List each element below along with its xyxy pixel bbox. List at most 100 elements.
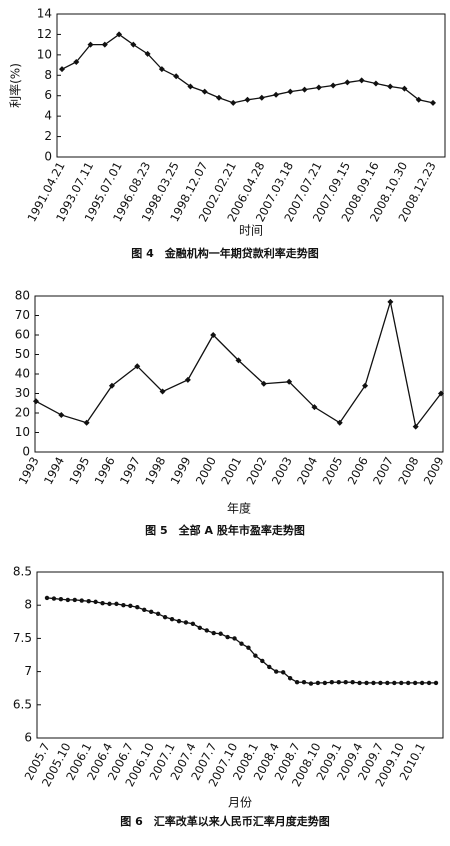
- x-tick-label: 2006: [345, 454, 371, 486]
- y-tick-label: 8: [24, 598, 32, 612]
- plot-frame: [34, 295, 444, 453]
- data-point: [294, 680, 300, 685]
- y-tick-label: 40: [15, 367, 30, 381]
- y-tick-label: 70: [15, 308, 30, 322]
- x-tick-label: 1994: [41, 454, 67, 486]
- data-line: [46, 597, 436, 685]
- data-point: [274, 669, 279, 674]
- x-axis-label: 月份: [228, 796, 252, 810]
- data-point: [372, 80, 379, 87]
- y-tick-label: 0: [22, 445, 30, 459]
- data-point: [412, 680, 418, 686]
- y-tick-label: 80: [15, 289, 30, 303]
- data-point: [87, 41, 94, 48]
- y-tick-label: 8.5: [13, 565, 32, 579]
- x-axis-label: 年度: [227, 501, 251, 516]
- data-point: [258, 94, 265, 101]
- data-line: [35, 301, 442, 429]
- data-point: [116, 31, 123, 38]
- data-point: [211, 630, 216, 636]
- data-point: [239, 641, 244, 646]
- y-tick-label: 7: [24, 664, 32, 678]
- x-tick-label: 2004: [294, 454, 320, 486]
- x-axis-label: 时间: [239, 224, 263, 238]
- data-point: [357, 680, 362, 686]
- data-point: [204, 628, 209, 633]
- x-tick-label: 2000: [193, 454, 219, 486]
- data-point: [232, 636, 237, 641]
- y-tick-label: 10: [15, 425, 30, 439]
- data-point: [392, 680, 397, 686]
- data-point: [426, 680, 432, 686]
- data-point: [100, 601, 105, 606]
- data-point: [158, 66, 165, 73]
- data-point: [44, 595, 50, 601]
- data-point: [101, 41, 108, 48]
- y-tick-label: 30: [15, 386, 30, 400]
- data-point: [134, 363, 141, 370]
- y-tick-label: 4: [44, 109, 52, 123]
- data-point: [315, 680, 321, 686]
- data-point: [387, 298, 394, 305]
- data-point: [210, 332, 217, 338]
- data-point: [378, 680, 383, 686]
- data-point: [135, 604, 140, 610]
- data-point: [58, 411, 65, 418]
- data-point: [176, 618, 182, 624]
- data-point: [93, 599, 98, 605]
- data-point: [225, 634, 230, 640]
- y-tick-label: 0: [44, 150, 52, 164]
- data-point: [336, 680, 341, 685]
- data-line: [61, 33, 434, 104]
- data-point: [184, 376, 191, 383]
- x-tick-label: 2007: [370, 454, 396, 486]
- data-point: [401, 85, 408, 92]
- data-point: [301, 86, 308, 93]
- x-tick-label: 1999: [168, 454, 194, 486]
- data-point: [364, 680, 369, 686]
- data-point: [148, 609, 154, 615]
- data-point: [230, 99, 237, 106]
- data-point: [159, 388, 166, 395]
- data-point: [86, 599, 91, 604]
- data-point: [438, 390, 444, 397]
- data-point: [286, 378, 293, 385]
- data-point: [121, 603, 126, 608]
- data-point: [144, 50, 151, 57]
- data-point: [197, 625, 203, 630]
- data-point: [59, 66, 65, 73]
- data-point: [72, 597, 77, 603]
- x-tick-label: 1998: [142, 454, 168, 486]
- data-point: [336, 419, 343, 426]
- y-tick-label: 2: [44, 129, 52, 143]
- data-point: [173, 73, 180, 80]
- figure-caption: 图 5 全部 A 股年市盈率走势图: [145, 523, 305, 537]
- data-point: [215, 94, 222, 101]
- plot-frame: [56, 13, 446, 158]
- data-point: [267, 664, 272, 670]
- figure-caption: 图 6 汇率改革以来人民币汇率月度走势图: [120, 814, 329, 828]
- x-tick-label: 2008: [395, 454, 421, 486]
- data-point: [108, 382, 115, 389]
- data-point: [280, 670, 286, 675]
- y-tick-label: 60: [15, 328, 30, 342]
- data-point: [329, 680, 335, 685]
- data-point: [169, 616, 175, 622]
- x-tick-label: 2003: [269, 454, 295, 486]
- x-tick-label: 1997: [117, 454, 143, 486]
- data-point: [246, 645, 251, 650]
- data-point: [128, 603, 133, 609]
- x-tick-label: 1996: [92, 454, 118, 486]
- data-point: [315, 84, 322, 91]
- data-point: [311, 404, 318, 411]
- data-point: [114, 601, 119, 607]
- y-tick-label: 20: [15, 406, 30, 420]
- data-point: [79, 598, 84, 603]
- data-point: [142, 607, 147, 613]
- data-point: [260, 658, 265, 664]
- data-point: [73, 59, 80, 66]
- data-point: [406, 680, 411, 686]
- x-tick-label: 2005: [319, 454, 345, 486]
- data-point: [33, 398, 39, 405]
